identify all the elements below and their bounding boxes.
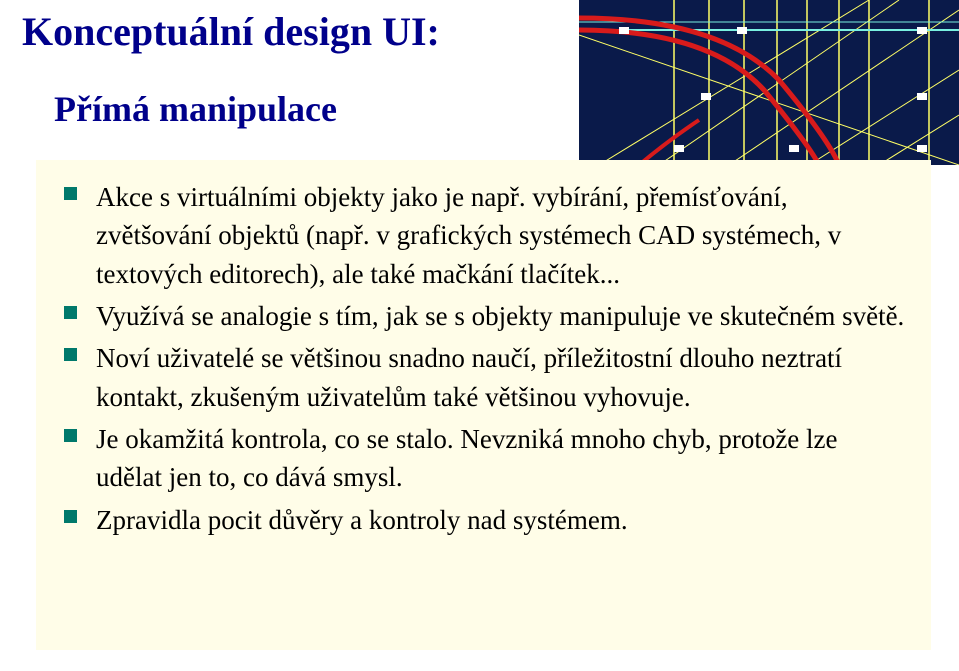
bullet-list: Akce s virtuálními objekty jako je např.… [58, 178, 909, 539]
page-subtitle: Přímá manipulace [54, 88, 337, 130]
list-item: Využívá se analogie s tím, jak se s obje… [58, 297, 909, 335]
list-item: Akce s virtuálními objekty jako je např.… [58, 178, 909, 293]
list-item: Noví uživatelé se většinou snadno naučí,… [58, 339, 909, 416]
cad-diagram [579, 0, 959, 165]
list-item: Je okamžitá kontrola, co se stalo. Nevzn… [58, 420, 909, 497]
list-item: Zpravidla pocit důvěry a kontroly nad sy… [58, 501, 909, 539]
content-panel: Akce s virtuálními objekty jako je např.… [36, 160, 931, 650]
page-title: Konceptuální design UI: [22, 8, 440, 55]
